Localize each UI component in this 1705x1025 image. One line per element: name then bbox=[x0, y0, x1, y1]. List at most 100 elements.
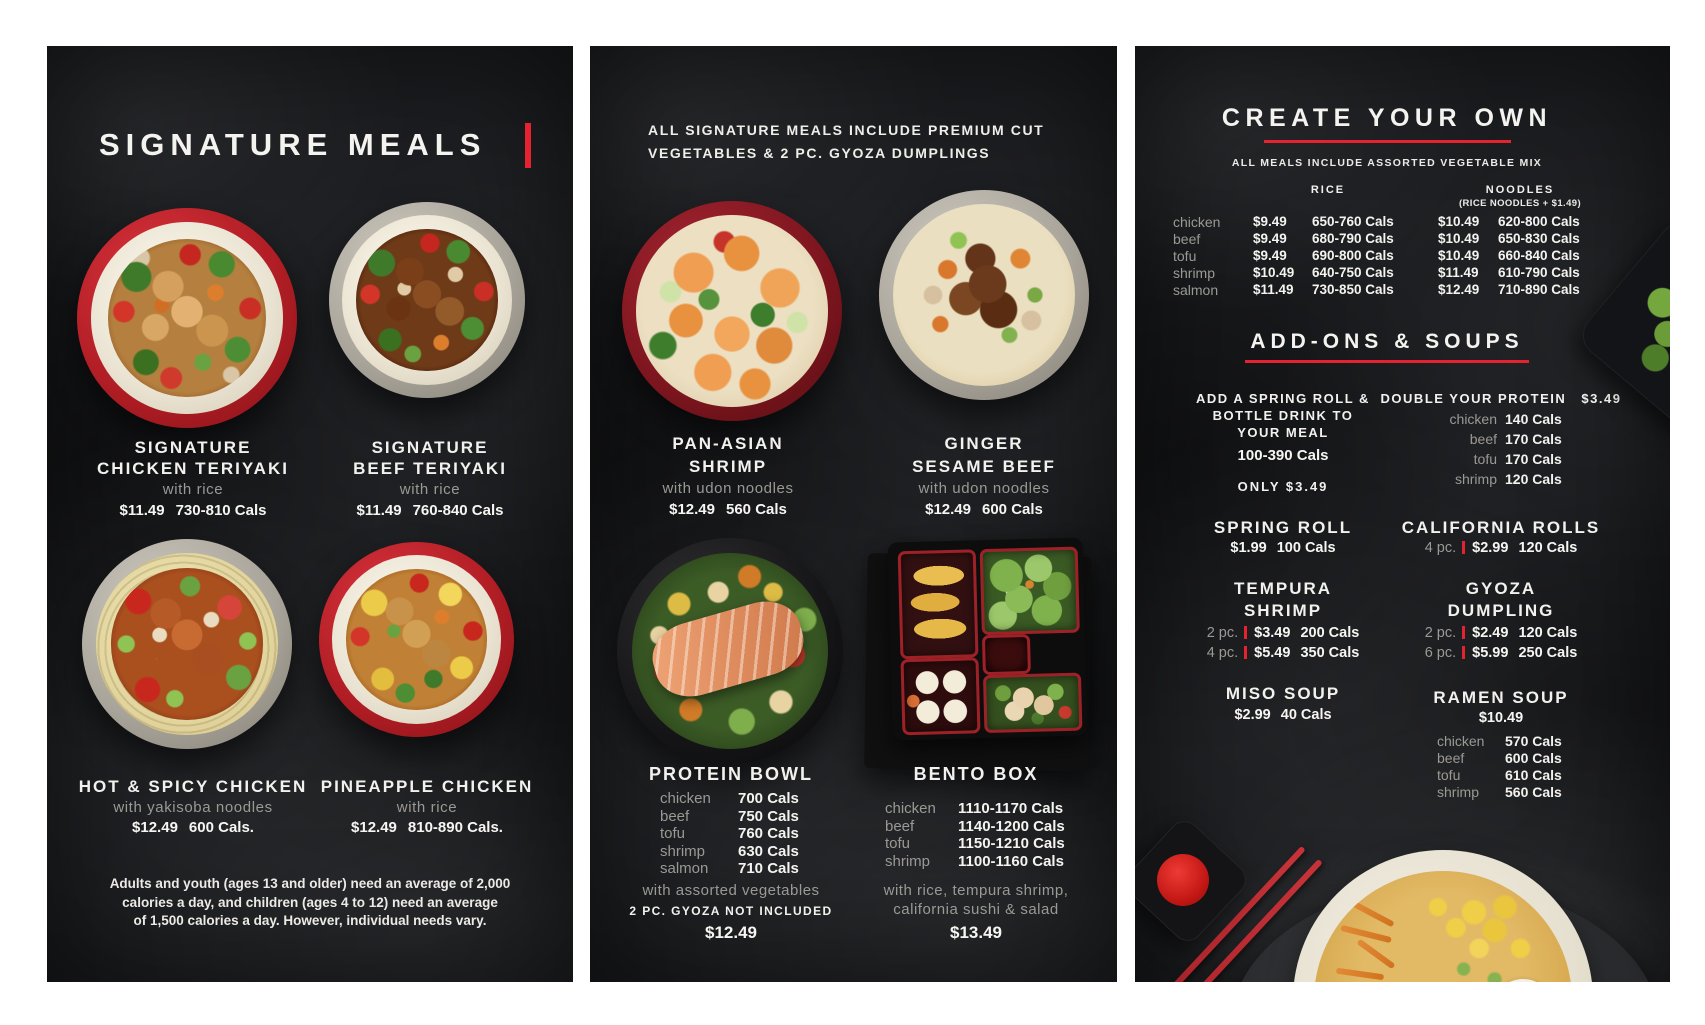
red-divider bbox=[1462, 541, 1466, 554]
california-rolls-title: CALIFORNIA ROLLS bbox=[1401, 518, 1601, 537]
meal-name: HOT & SPICY CHICKEN bbox=[78, 777, 308, 796]
protein-bowl-calorie-list: chicken 700 Cals beef 750 Cals tofu 760 Cal… bbox=[660, 790, 799, 878]
list-row: salmon 710 Cals bbox=[660, 860, 799, 878]
california-rolls-price-line: 4 pc. $2.99 120 Cals bbox=[1371, 538, 1631, 558]
meal-name-line1: SIGNATURE bbox=[134, 438, 252, 457]
boiled-egg-half bbox=[1492, 979, 1554, 982]
meal-price-line: $12.49 560 Cals bbox=[598, 500, 858, 520]
protein-bowl-title: PROTEIN BOWL bbox=[649, 764, 813, 784]
ramen-soup-title: RAMEN SOUP bbox=[1433, 688, 1569, 707]
list-row: beef 600 Cals bbox=[1437, 750, 1562, 767]
bento-box-title: BENTO BOX bbox=[913, 764, 1039, 784]
double-protein-title: DOUBLE YOUR PROTEIN bbox=[1380, 391, 1567, 406]
protein-cals: 630 Cals bbox=[738, 842, 799, 860]
protein-cals: 570 Cals bbox=[1505, 733, 1562, 749]
quantity: 4 pc. bbox=[1206, 645, 1239, 661]
list-row: tofu 610 Cals bbox=[1437, 767, 1562, 784]
bento-tempura-compartment bbox=[897, 549, 979, 660]
gyoza-option-row: 6 pc. $5.99 250 Cals bbox=[1371, 643, 1631, 663]
protein-cals: 170 Cals bbox=[1505, 431, 1562, 447]
cals: 40 Cals bbox=[1280, 707, 1332, 723]
meal-cals: 560 Cals bbox=[726, 501, 787, 518]
ginger-sesame-beef-bowl-photo bbox=[879, 190, 1089, 400]
price: $5.99 bbox=[1472, 645, 1509, 661]
quantity: 4 pc. bbox=[1424, 540, 1457, 556]
cals: 250 Cals bbox=[1518, 645, 1578, 661]
price: $10.49 bbox=[1478, 710, 1524, 726]
list-row: beef 750 Cals bbox=[660, 808, 799, 826]
noodle-cals: 650-830 Cals bbox=[1498, 231, 1580, 246]
protein-label: shrimp bbox=[1454, 471, 1497, 487]
edamame-dish-photo bbox=[1573, 213, 1670, 443]
red-divider bbox=[1462, 626, 1466, 639]
list-row: chicken 140 Cals bbox=[1387, 409, 1562, 429]
protein-label: chicken bbox=[660, 790, 711, 807]
meal-price: $12.49 bbox=[351, 819, 397, 836]
protein-label: tofu bbox=[885, 835, 911, 852]
noodles-column-header: NOODLES bbox=[1485, 184, 1555, 196]
miso-soup-price-line: $2.99 40 Cals bbox=[1153, 705, 1413, 725]
carrot-strip bbox=[1356, 938, 1396, 970]
price: $3.49 bbox=[1254, 625, 1291, 641]
meal-subtitle: with rice bbox=[396, 799, 458, 816]
bento-box-price: $13.49 bbox=[950, 923, 1002, 942]
beef-teriyaki-bowl-photo bbox=[329, 202, 525, 398]
rice-cals: 730-850 Cals bbox=[1312, 282, 1394, 297]
meal-subtitle: with rice bbox=[162, 481, 224, 498]
meal-price-line: $11.49 760-840 Cals bbox=[300, 501, 560, 521]
meal-price: $11.49 bbox=[356, 502, 402, 519]
tempura-shrimp-title-line1: TEMPURA bbox=[1233, 579, 1333, 598]
list-row: beef 1140-1200 Cals bbox=[885, 818, 1065, 836]
noodles-column-note: (RICE NOODLES + $1.49) bbox=[1458, 198, 1582, 209]
carrot-strip bbox=[1340, 924, 1392, 944]
promo-price: ONLY $3.49 bbox=[1237, 479, 1329, 494]
list-row: beef 170 Cals bbox=[1387, 429, 1562, 449]
cals: 350 Cals bbox=[1300, 645, 1360, 661]
list-row: shrimp 1100-1160 Cals bbox=[885, 853, 1065, 871]
create-your-own-title: CREATE YOUR OWN bbox=[1221, 104, 1553, 132]
price: $2.99 bbox=[1234, 707, 1271, 723]
ramen-calorie-list: chicken 570 Cals beef 600 Cals tofu 610 Cal… bbox=[1437, 733, 1562, 801]
red-underline bbox=[1245, 360, 1529, 363]
beef-teriyaki-toppings bbox=[356, 229, 498, 371]
double-protein-section: DOUBLE YOUR PROTEIN $3.49 bbox=[1371, 390, 1631, 407]
rice-price: $9.49 bbox=[1253, 214, 1287, 229]
protein-label: shrimp bbox=[1437, 784, 1480, 800]
meal-name-line2: CHICKEN TERIYAKI bbox=[97, 459, 289, 478]
noodle-price: $10.49 bbox=[1438, 214, 1480, 229]
meal-name-line1: PAN-ASIAN bbox=[672, 434, 784, 453]
rice-price: $10.49 bbox=[1253, 265, 1295, 280]
spring-roll-price-line: $1.99 100 Cals bbox=[1153, 538, 1413, 558]
noodle-price: $10.49 bbox=[1438, 248, 1480, 263]
protein-label: chicken bbox=[1173, 214, 1221, 230]
protein-label: tofu bbox=[1437, 767, 1461, 783]
meal-price-line: $12.49 600 Cals bbox=[854, 500, 1114, 520]
bento-note-line1: with rice, tempura shrimp, bbox=[883, 882, 1069, 899]
included-note-line2: VEGETABLES & 2 PC. GYOZA DUMPLINGS bbox=[648, 145, 991, 161]
create-your-own-subtitle: ALL MEALS INCLUDE ASSORTED VEGETABLE MIX bbox=[1231, 157, 1543, 169]
rice-price: $9.49 bbox=[1253, 248, 1287, 263]
promo-line1: ADD A SPRING ROLL & bbox=[1196, 391, 1370, 406]
meal-price-line: $12.49 600 Cals. bbox=[63, 818, 323, 838]
bento-box-photo bbox=[887, 537, 1088, 741]
promo-line2: BOTTLE DRINK TO bbox=[1212, 408, 1354, 423]
meal-caption-hot-spicy-chicken: HOT & SPICY CHICKEN with yakisoba noodle… bbox=[63, 775, 323, 838]
rice-cals: 640-750 Cals bbox=[1312, 265, 1394, 280]
meal-price-line: $12.49 810-890 Cals. bbox=[297, 818, 557, 838]
protein-bowl-photo bbox=[617, 538, 843, 764]
meal-caption-ginger-sesame-beef: GINGER SESAME BEEF with udon noodles $12… bbox=[854, 432, 1114, 520]
meal-name-line2: BEEF TERIYAKI bbox=[353, 459, 507, 478]
protein-label: tofu bbox=[1173, 248, 1197, 264]
protein-cals: 610 Cals bbox=[1505, 767, 1562, 783]
protein-cals: 1100-1160 Cals bbox=[958, 852, 1064, 870]
protein-label: beef bbox=[1469, 431, 1497, 447]
green-onions bbox=[1626, 266, 1670, 387]
protein-label: tofu bbox=[1473, 451, 1497, 467]
shrimp-noodle-toppings bbox=[636, 215, 828, 407]
quantity: 2 pc. bbox=[1206, 625, 1239, 641]
protein-cals: 140 Cals bbox=[1505, 411, 1562, 427]
included-note-line1: ALL SIGNATURE MEALS INCLUDE PREMIUM CUT bbox=[648, 122, 1045, 138]
red-divider bbox=[1244, 646, 1248, 659]
tempura-shrimp-option-row: 4 pc. $5.49 350 Cals bbox=[1153, 643, 1413, 663]
tempura-shrimp-option-row: 2 pc. $3.49 200 Cals bbox=[1153, 623, 1413, 643]
